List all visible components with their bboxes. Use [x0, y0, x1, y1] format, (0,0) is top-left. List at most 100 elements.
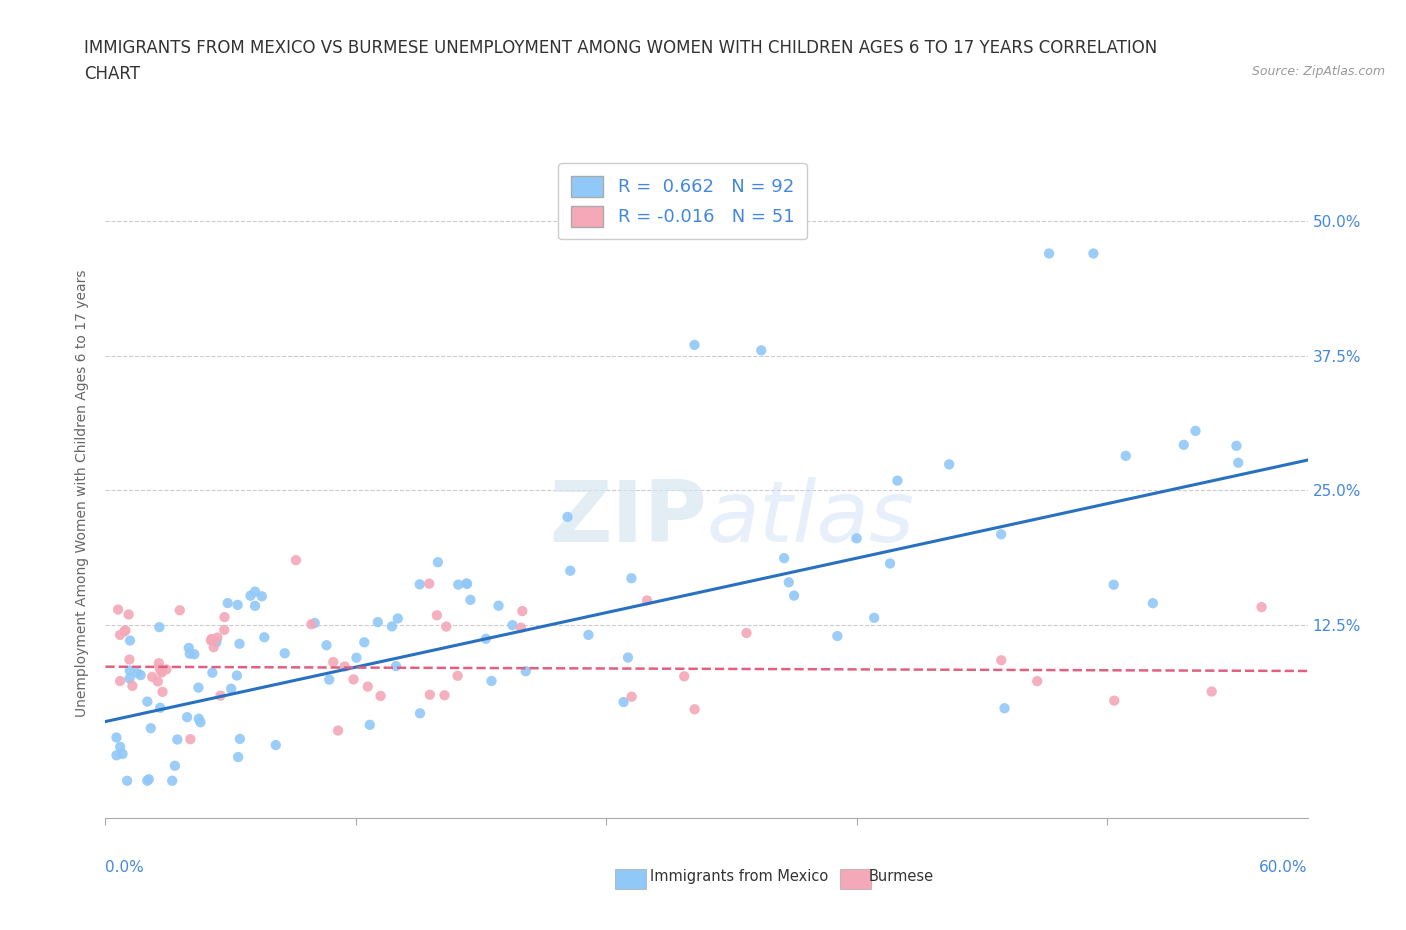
- Point: [187, 711, 209, 726]
- Text: 60.0%: 60.0%: [1260, 860, 1308, 875]
- Point: [155, 662, 177, 677]
- Point: [229, 732, 252, 747]
- Point: [253, 630, 276, 644]
- Point: [166, 732, 188, 747]
- Point: [342, 672, 364, 687]
- Point: [370, 688, 392, 703]
- Point: [1083, 246, 1105, 261]
- Point: [326, 724, 349, 738]
- Point: [226, 597, 249, 612]
- Point: [299, 617, 322, 631]
- Point: [150, 664, 173, 679]
- Point: [673, 669, 696, 684]
- Point: [735, 626, 758, 641]
- Point: [217, 595, 239, 610]
- Point: [169, 603, 191, 618]
- Point: [108, 673, 131, 688]
- Point: [510, 620, 533, 635]
- Point: [114, 623, 136, 638]
- Point: [1227, 456, 1250, 471]
- Point: [183, 646, 205, 661]
- Point: [510, 604, 533, 618]
- Point: [118, 652, 141, 667]
- Point: [434, 619, 457, 634]
- Point: [387, 611, 409, 626]
- Point: [1142, 596, 1164, 611]
- Point: [879, 556, 901, 571]
- Point: [207, 631, 229, 645]
- Point: [114, 624, 136, 639]
- Point: [190, 715, 212, 730]
- Point: [827, 629, 849, 644]
- Point: [318, 672, 340, 687]
- Point: [214, 622, 236, 637]
- Point: [1102, 578, 1125, 592]
- Point: [1173, 437, 1195, 452]
- Point: [163, 758, 186, 773]
- Text: atlas: atlas: [707, 477, 914, 561]
- Point: [187, 680, 209, 695]
- Point: [938, 457, 960, 472]
- Point: [446, 669, 468, 684]
- Point: [617, 650, 640, 665]
- Point: [202, 640, 225, 655]
- Point: [115, 774, 138, 789]
- Point: [419, 687, 441, 702]
- Point: [141, 670, 163, 684]
- Point: [129, 668, 152, 683]
- Point: [990, 653, 1012, 668]
- Point: [243, 598, 266, 613]
- Point: [138, 772, 160, 787]
- Point: [683, 338, 706, 352]
- Point: [121, 679, 143, 694]
- Text: Burmese: Burmese: [868, 869, 934, 883]
- Point: [409, 706, 432, 721]
- Point: [107, 602, 129, 617]
- Text: ZIP: ZIP: [548, 477, 707, 561]
- Point: [149, 700, 172, 715]
- Point: [426, 608, 449, 623]
- Point: [749, 343, 772, 358]
- Point: [863, 610, 886, 625]
- Point: [1038, 246, 1060, 261]
- Point: [426, 555, 449, 570]
- Point: [773, 551, 796, 565]
- Point: [228, 636, 250, 651]
- Point: [226, 750, 249, 764]
- Point: [557, 510, 579, 525]
- Point: [214, 610, 236, 625]
- Point: [284, 552, 307, 567]
- Point: [111, 747, 134, 762]
- Point: [105, 730, 128, 745]
- Point: [136, 774, 159, 789]
- Point: [200, 633, 222, 648]
- Point: [136, 694, 159, 709]
- Point: [620, 689, 643, 704]
- Text: Source: ZipAtlas.com: Source: ZipAtlas.com: [1251, 65, 1385, 78]
- Point: [108, 628, 131, 643]
- Point: [1184, 423, 1206, 438]
- Text: Immigrants from Mexico: Immigrants from Mexico: [650, 869, 828, 883]
- Point: [176, 710, 198, 724]
- Point: [264, 737, 287, 752]
- Point: [160, 774, 183, 789]
- Point: [613, 695, 636, 710]
- Point: [152, 684, 174, 699]
- Point: [139, 721, 162, 736]
- Point: [620, 571, 643, 586]
- Point: [179, 646, 201, 661]
- Point: [993, 701, 1015, 716]
- Point: [225, 668, 247, 683]
- Point: [460, 592, 482, 607]
- Point: [219, 682, 242, 697]
- Point: [127, 666, 149, 681]
- Point: [315, 638, 337, 653]
- Point: [683, 702, 706, 717]
- Point: [433, 688, 456, 703]
- Point: [359, 717, 381, 732]
- Point: [1115, 448, 1137, 463]
- Text: CHART: CHART: [84, 65, 141, 83]
- Point: [304, 616, 326, 631]
- Point: [1225, 438, 1247, 453]
- Point: [353, 635, 375, 650]
